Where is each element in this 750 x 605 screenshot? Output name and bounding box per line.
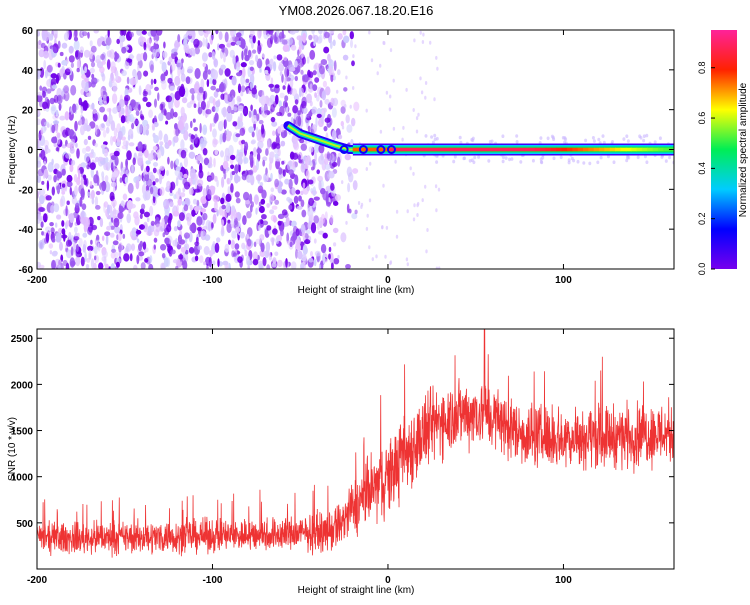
snr-x-axis: -200 -100 0 100 [27,329,572,586]
snr-y-tick-label: 1000 [11,473,34,484]
spectrogram-y-tick-label: -40 [19,225,34,236]
spectrogram-x-tick-label: 100 [555,275,572,286]
colorbar-gradient [711,30,737,269]
colorbar-tick-label: 0.4 [697,162,707,175]
snr-x-label: Height of straight line (km) [298,585,415,596]
figure-title: YM08.2026.067.18.20.E16 [279,3,434,18]
snr-y-tick-label: 500 [16,519,33,530]
spectrogram-y-tick-label: 0 [27,146,33,157]
spectrogram-y-label: Frequency (Hz) [7,116,18,185]
spectrogram-x-axis: -200 -100 0 100 [27,30,572,286]
spectrogram-panel: -200 -100 0 100 60 40 20 0 -20 -40 -60 Height of … [7,26,675,296]
snr-y-label: SNR (10 * v/v) [7,417,18,481]
snr-panel: -200 -100 0 100 2500 2000 1500 1000 500 Height … [7,328,675,596]
colorbar-ticks: 0.0 0.2 0.4 0.6 0.8 [697,61,715,275]
snr-y-axis: 2500 2000 1500 1000 500 [11,334,674,530]
spectrogram-y-tick-label: -60 [19,265,34,276]
snr-y-tick-label: 2000 [11,380,34,391]
colorbar-tick-label: 0.0 [697,263,707,276]
colorbar-tick-label: 0.2 [697,212,707,225]
spectrogram-noise [37,30,674,269]
spectrogram-x-label: Height of straight line (km) [298,285,415,296]
snr-x-tick-label: 100 [555,575,572,586]
colorbar-tick-label: 0.8 [697,61,707,74]
spectrogram-x-tick-label: -100 [202,275,222,286]
spectrogram-y-tick-label: 20 [22,106,34,117]
spectrogram-x-tick-label: -200 [27,275,47,286]
spectrogram-y-tick-label: 40 [22,66,34,77]
snr-y-tick-label: 1500 [11,427,34,438]
spectrogram-carrier-line [339,143,674,156]
spectrogram-y-tick-label: -20 [19,185,34,196]
colorbar: 0.0 0.2 0.4 0.6 0.8 Normalized spectral ampl… [697,30,749,275]
snr-frame [36,328,675,570]
spectrogram-x-tick-label: 0 [385,275,391,286]
snr-x-tick-label: -100 [202,575,222,586]
colorbar-tick-label: 0.6 [697,112,707,125]
snr-x-tick-label: -200 [27,575,47,586]
snr-x-tick-label: 0 [385,575,391,586]
colorbar-label: Normalized spectral amplitude [738,82,749,217]
spectrogram-y-axis: 60 40 20 0 -20 -40 -60 [19,26,674,276]
spectrogram-marks [37,30,674,269]
snr-y-tick-label: 2500 [11,334,34,345]
spectrogram-y-tick-label: 60 [22,26,34,37]
snr-series-line [37,329,674,558]
